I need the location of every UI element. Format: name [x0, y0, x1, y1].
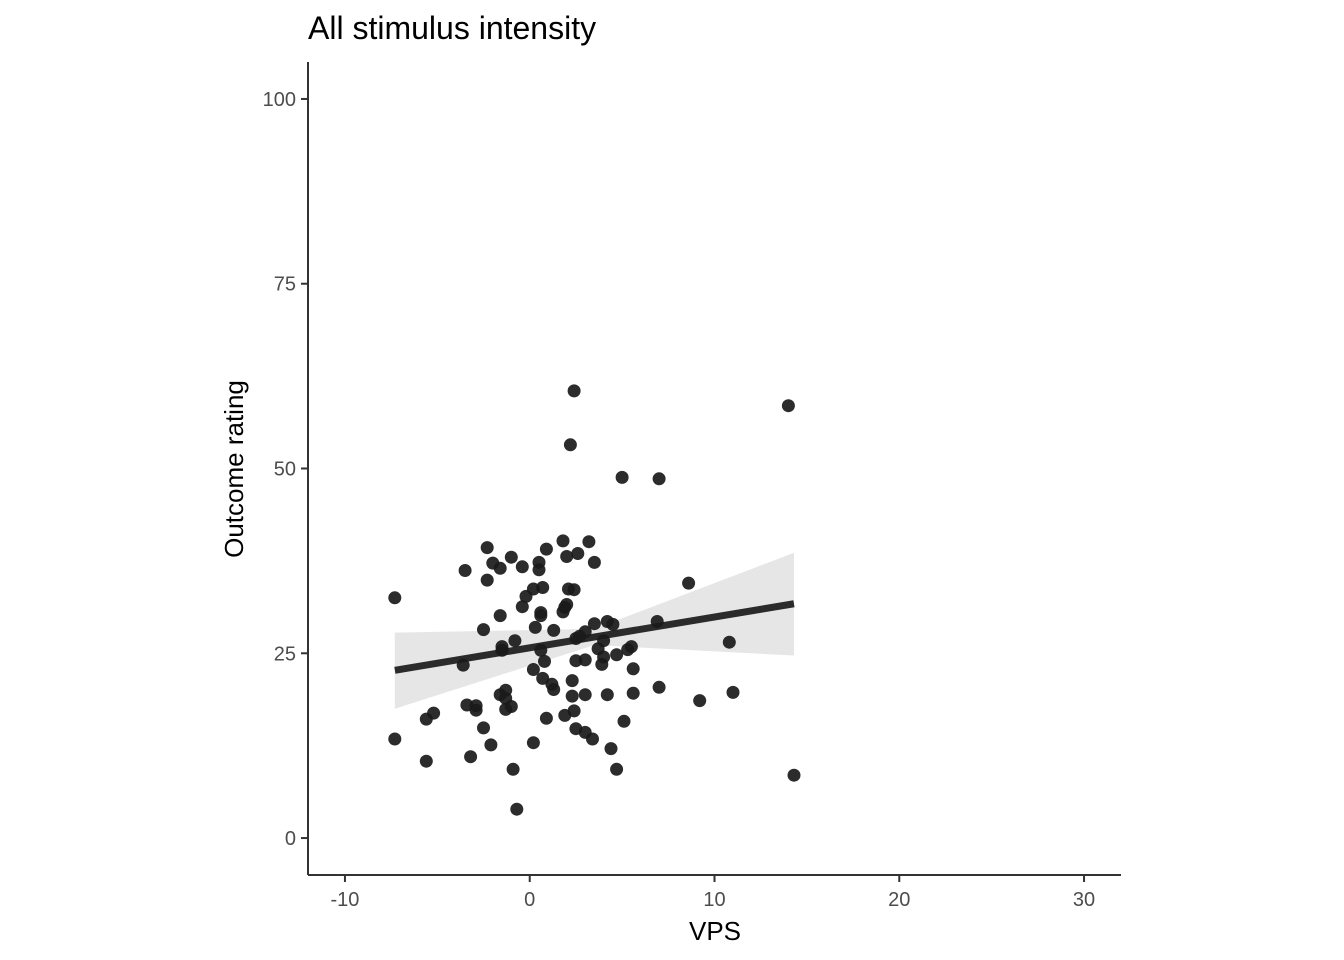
data-point [560, 550, 574, 563]
data-point [582, 535, 596, 549]
x-tick-label: 20 [888, 889, 910, 911]
data-point [652, 472, 666, 486]
data-point [534, 643, 548, 657]
data-point [477, 623, 490, 637]
data-point [567, 384, 581, 398]
data-point [458, 564, 472, 577]
data-point [567, 583, 581, 597]
data-point [515, 600, 529, 614]
data-point [682, 576, 696, 590]
data-point [388, 732, 402, 746]
data-point [538, 654, 551, 668]
data-point [604, 742, 618, 756]
data-point [722, 635, 736, 649]
data-point [456, 658, 470, 672]
data-point [419, 754, 433, 768]
data-point [586, 732, 599, 746]
y-tick-label: 0 [285, 828, 296, 850]
data-point [565, 689, 579, 703]
data-point [504, 550, 518, 564]
data-point [504, 700, 518, 713]
data-point [787, 768, 801, 782]
data-point [578, 653, 592, 667]
data-point [578, 688, 592, 702]
data-point [534, 609, 548, 623]
data-point [532, 563, 546, 577]
data-points [388, 384, 801, 816]
data-point [606, 617, 620, 631]
data-point [539, 711, 553, 725]
x-axis-title: VPS [689, 916, 741, 946]
data-point [493, 561, 507, 575]
y-axis-title: Outcome rating [219, 380, 249, 558]
y-tick-label: 100 [263, 89, 296, 111]
data-point [569, 654, 583, 668]
data-point [567, 704, 581, 718]
data-point [565, 674, 579, 688]
y-tick-label: 75 [274, 274, 296, 296]
y-tick-label: 50 [274, 459, 296, 481]
x-tick-label: -10 [331, 889, 360, 911]
data-point [650, 615, 664, 628]
data-point [536, 581, 550, 594]
data-point [427, 706, 441, 720]
data-point [506, 762, 520, 776]
data-point [578, 625, 592, 639]
data-point [617, 714, 631, 728]
data-point [515, 560, 529, 574]
data-point [693, 694, 707, 708]
data-point [536, 671, 550, 685]
data-point [526, 736, 540, 750]
data-point [726, 685, 740, 699]
data-point [547, 683, 561, 696]
data-point [526, 663, 540, 676]
data-point [388, 591, 402, 605]
data-point [610, 762, 624, 776]
data-point [510, 802, 524, 816]
data-point [587, 617, 601, 631]
data-point [597, 634, 611, 648]
data-point [563, 438, 577, 452]
data-point [495, 640, 509, 654]
data-point [493, 609, 507, 623]
data-point [624, 640, 638, 654]
data-point [539, 542, 553, 556]
x-axis: -10 0 10 20 30 [308, 874, 1121, 911]
data-point [597, 650, 611, 664]
data-point [484, 738, 498, 752]
data-point [556, 534, 570, 548]
confidence-band [394, 552, 794, 709]
data-point [781, 399, 795, 413]
data-point [560, 598, 574, 611]
x-tick-label: 10 [703, 889, 725, 911]
data-point [547, 623, 561, 637]
data-point [477, 721, 490, 735]
x-tick-label: 30 [1073, 889, 1095, 911]
data-point [652, 680, 666, 694]
confidence-band-area [394, 552, 794, 709]
chart-title: All stimulus intensity [308, 10, 596, 46]
data-point [600, 688, 614, 702]
data-point [626, 686, 640, 700]
data-point [626, 662, 640, 676]
data-point [610, 648, 624, 662]
data-point [480, 541, 494, 555]
data-point [587, 555, 601, 569]
data-point [469, 699, 483, 713]
data-point [464, 750, 478, 764]
data-point [571, 547, 585, 560]
data-point [528, 620, 542, 634]
x-tick-label: 0 [524, 889, 535, 911]
data-point [508, 634, 522, 648]
y-tick-label: 25 [274, 643, 296, 665]
y-axis: 0 25 50 75 100 [263, 62, 309, 875]
data-point [480, 573, 494, 587]
data-point [615, 470, 629, 484]
